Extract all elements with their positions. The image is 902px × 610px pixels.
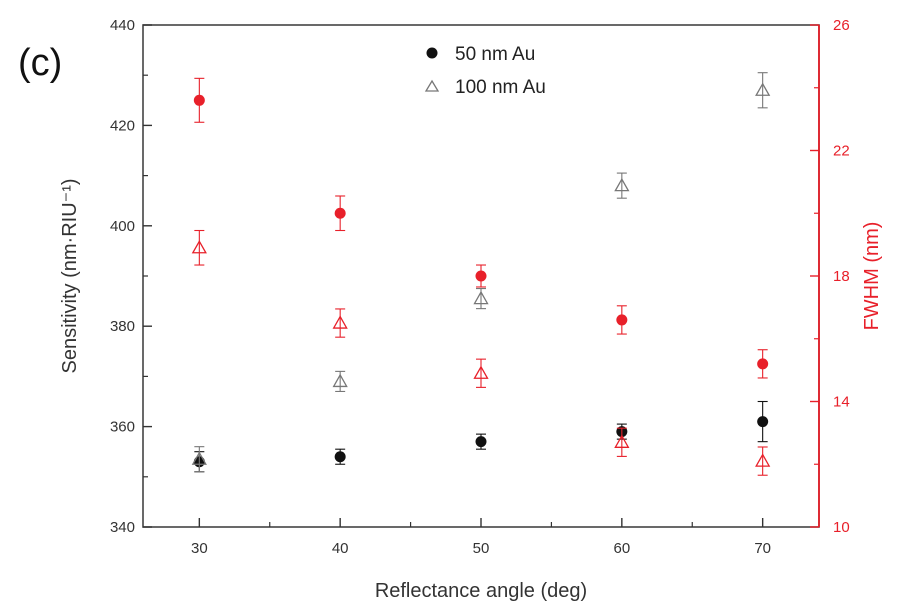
x-tick-label: 40 [332,540,349,557]
y2-tick-label: 10 [833,519,850,536]
data-point-circle [616,314,628,326]
y2-tick-label: 22 [833,143,850,160]
data-point-circle [757,358,769,370]
tick-labels: 30 40 50 60 70 340 360 380 400 420 440 10 14 18 22 26 [110,17,850,557]
legend: 50 nm Au 100 nm Au [424,44,546,98]
x-tick-label: 60 [613,540,630,557]
legend-label-100nm: 100 nm Au [455,77,546,98]
y2-tick-label: 14 [833,394,850,411]
tick-marks [143,24,820,528]
x-axis-title: Reflectance angle (deg) [375,580,587,602]
data-point-circle [334,207,346,219]
data-point-triangle [332,373,348,388]
y-tick-label: 340 [110,519,135,536]
data-point-triangle [191,239,207,254]
legend-marker-100nm [424,79,440,92]
y-tick-label: 360 [110,419,135,436]
y2-tick-label: 26 [833,17,850,34]
data-point-triangle [473,365,489,379]
data-point-circle [475,436,487,448]
y2-tick-label: 18 [833,268,850,285]
data-point-triangle [614,177,630,192]
y2-axis-title: FWHM (nm) [861,222,883,331]
panel-label: (c) [18,42,62,84]
x-tick-label: 30 [191,540,208,557]
legend-label-50nm: 50 nm Au [455,44,535,65]
data-point-circle [475,270,487,282]
x-tick-label: 50 [473,540,490,557]
data-point-triangle [473,290,489,305]
y-tick-label: 440 [110,17,135,34]
data-point-triangle [755,82,771,96]
y-tick-label: 420 [110,117,135,134]
data-point-triangle [191,451,207,465]
data-point-circle [193,94,205,106]
data-point-circle [757,416,769,428]
x-tick-label: 70 [754,540,771,557]
legend-marker-50nm [426,47,438,59]
data-point-circle [334,451,346,463]
y-tick-label: 380 [110,318,135,335]
data-points [191,72,771,476]
data-point-triangle [755,453,771,467]
y-tick-label: 400 [110,218,135,235]
y-axis-title: Sensitivity (nm·RIU⁻¹) [59,178,81,373]
data-point-triangle [614,434,630,448]
data-point-triangle [332,315,348,329]
